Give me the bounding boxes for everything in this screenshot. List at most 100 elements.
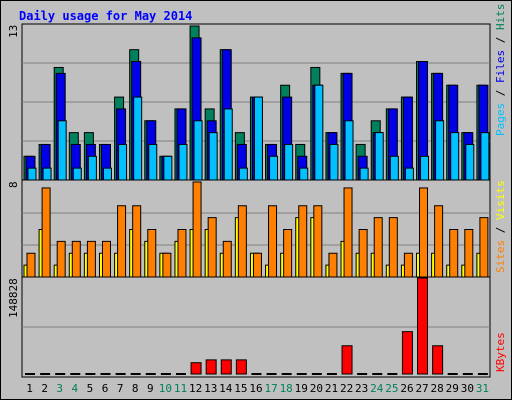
- sites-bar: [101, 240, 111, 278]
- pages-bar: [404, 167, 414, 181]
- x-tick-label: 29: [446, 382, 459, 395]
- sites-bar: [388, 217, 398, 278]
- x-tick-label: 23: [355, 382, 368, 395]
- kbytes-bar: [417, 277, 429, 375]
- right-label-top-pages: Pages: [494, 103, 507, 136]
- x-tick-label: 10: [159, 382, 172, 395]
- x-tick-label: 15: [234, 382, 247, 395]
- sites-bar: [132, 205, 142, 278]
- chart-title: Daily usage for May 2014: [19, 9, 192, 23]
- kbytes-bar: [220, 359, 232, 375]
- sites-bar: [162, 252, 172, 278]
- x-tick-label: 2: [41, 382, 48, 395]
- pages-bar: [72, 167, 82, 181]
- pages-bar: [344, 120, 354, 181]
- sites-bar: [268, 205, 278, 278]
- right-label-top-separator: /: [494, 30, 507, 50]
- pages-bar: [284, 143, 294, 181]
- panel-1-ytick: 13: [7, 25, 20, 38]
- x-tick-label: 16: [249, 382, 262, 395]
- kbytes-bar: [432, 345, 444, 375]
- sites-bar: [26, 252, 36, 278]
- right-label-middle-separator: /: [494, 220, 507, 240]
- sites-bar: [192, 181, 202, 278]
- pages-bar: [420, 155, 430, 181]
- pages-bar: [57, 120, 67, 181]
- right-label-middle-visits: Visits: [494, 180, 507, 220]
- sites-bar: [222, 240, 232, 278]
- sites-bar: [56, 240, 66, 278]
- pages-bar: [359, 167, 369, 181]
- pages-bar: [329, 143, 339, 181]
- pages-bar: [133, 96, 143, 181]
- right-label-middle-sites: Sites: [494, 240, 507, 273]
- kbytes-bar: [235, 359, 247, 375]
- sites-bar: [419, 187, 429, 278]
- sites-bar: [328, 252, 338, 278]
- pages-bar: [314, 84, 324, 181]
- pages-bar: [102, 167, 112, 181]
- sites-bar: [117, 205, 127, 278]
- sites-bar: [479, 217, 489, 278]
- kbytes-bar: [205, 359, 217, 375]
- x-tick-label: 7: [117, 382, 124, 395]
- pages-bar: [480, 132, 490, 181]
- x-tick-label: 14: [219, 382, 233, 395]
- kbytes-bar: [190, 362, 202, 375]
- pages-bar: [253, 96, 263, 181]
- x-tick-label: 24: [370, 382, 384, 395]
- sites-bar: [207, 217, 217, 278]
- x-tick-label: 19: [295, 382, 308, 395]
- pages-bar: [223, 108, 233, 181]
- pages-bar: [178, 143, 188, 181]
- pages-bar: [208, 132, 218, 181]
- x-tick-label: 27: [415, 382, 428, 395]
- sites-bar: [403, 252, 413, 278]
- x-tick-label: 12: [189, 382, 202, 395]
- x-tick-label: 6: [102, 382, 109, 395]
- sites-bar: [283, 229, 293, 278]
- x-tick-label: 17: [264, 382, 277, 395]
- sites-bar: [313, 205, 323, 278]
- x-tick-label: 8: [132, 382, 139, 395]
- x-tick-label: 26: [400, 382, 413, 395]
- sites-bar: [147, 229, 157, 278]
- right-label-top-hits: Hits: [494, 4, 507, 31]
- right-label-top-separator: /: [494, 83, 507, 103]
- kbytes-bar: [401, 331, 413, 375]
- pages-bar: [238, 167, 248, 181]
- x-tick-label: 3: [56, 382, 63, 395]
- x-tick-label: 11: [174, 382, 187, 395]
- pages-bar: [465, 143, 475, 181]
- pages-bar: [450, 132, 460, 181]
- sites-bar: [252, 252, 262, 278]
- x-tick-label: 13: [204, 382, 217, 395]
- right-label-top-files: Files: [494, 50, 507, 83]
- pages-bar: [118, 143, 128, 181]
- x-tick-label: 9: [147, 382, 154, 395]
- x-tick-label: 28: [431, 382, 444, 395]
- right-label-top: Pages / Files / Hits: [494, 4, 507, 137]
- pages-bar: [299, 167, 309, 181]
- pages-bar: [374, 132, 384, 181]
- pages-bar: [87, 155, 97, 181]
- sites-bar: [343, 187, 353, 278]
- pages-bar: [42, 167, 52, 181]
- x-tick-label: 20: [310, 382, 323, 395]
- x-tick-label: 1: [26, 382, 33, 395]
- x-tick-label: 30: [461, 382, 474, 395]
- pages-bar: [148, 143, 158, 181]
- panel-2-ytick: 8: [7, 181, 20, 188]
- sites-bar: [464, 229, 474, 278]
- sites-bar: [237, 205, 247, 278]
- sites-bar: [41, 187, 51, 278]
- right-label-middle: Sites / Visits: [494, 180, 507, 273]
- kbytes-bar: [341, 345, 353, 375]
- x-tick-label: 21: [325, 382, 338, 395]
- sites-bar: [177, 229, 187, 278]
- sites-bar: [71, 240, 81, 278]
- x-tick-label: 25: [385, 382, 398, 395]
- pages-bar: [435, 120, 445, 181]
